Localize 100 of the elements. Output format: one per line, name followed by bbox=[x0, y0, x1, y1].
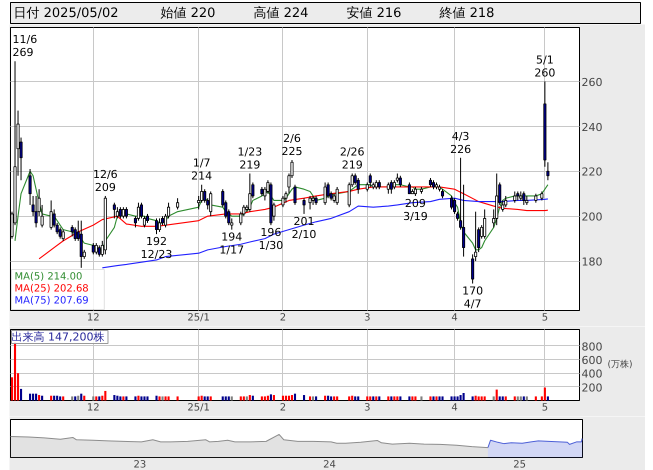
bar bbox=[50, 396, 52, 400]
bar bbox=[534, 396, 537, 400]
bar bbox=[309, 396, 312, 400]
y-tick-label: 200 bbox=[582, 210, 602, 224]
bar bbox=[20, 388, 22, 400]
bar bbox=[498, 396, 501, 400]
bar bbox=[496, 390, 498, 400]
bar bbox=[526, 396, 528, 400]
bar bbox=[210, 396, 212, 400]
bar bbox=[137, 396, 140, 400]
candlestick bbox=[302, 198, 306, 214]
x-tick-label: 3 bbox=[364, 402, 370, 414]
bar bbox=[315, 396, 318, 400]
annotation: 12/6 209 bbox=[92, 168, 118, 194]
bar bbox=[83, 396, 86, 400]
candlestick bbox=[504, 195, 508, 208]
bar bbox=[71, 396, 74, 400]
candlestick bbox=[118, 206, 122, 219]
bar bbox=[450, 396, 453, 400]
candlestick bbox=[98, 244, 101, 258]
bar bbox=[372, 396, 374, 400]
y-axis-title: (万株) bbox=[607, 359, 633, 370]
bar bbox=[336, 396, 338, 400]
y-tick-label: 220 bbox=[582, 166, 602, 179]
candlestick bbox=[112, 202, 116, 219]
y-tick-label: 180 bbox=[582, 256, 602, 269]
bar bbox=[480, 396, 483, 400]
candlestick bbox=[176, 198, 180, 210]
text: MA(75) 207.69 bbox=[14, 296, 89, 306]
candlestick bbox=[158, 218, 162, 232]
x-tick-label: 5 bbox=[542, 402, 548, 414]
bar bbox=[312, 396, 314, 400]
candlestick bbox=[154, 218, 158, 235]
bar bbox=[348, 396, 350, 400]
bar bbox=[462, 392, 465, 400]
candlestick bbox=[92, 242, 95, 255]
bar bbox=[472, 396, 474, 400]
annotation: 194 1/17 bbox=[219, 230, 244, 257]
annotation: 196 1/30 bbox=[258, 226, 284, 252]
bar bbox=[492, 396, 495, 400]
candlestick bbox=[386, 182, 390, 194]
bar bbox=[369, 396, 372, 400]
bar bbox=[522, 396, 525, 400]
bar bbox=[246, 396, 248, 400]
candlestick bbox=[546, 162, 550, 181]
candlestick bbox=[356, 177, 360, 194]
annotation: 1/23 219 bbox=[237, 145, 262, 172]
bar bbox=[158, 396, 161, 400]
bar bbox=[252, 396, 254, 400]
bar bbox=[288, 396, 290, 400]
y-tick-label: 800 bbox=[582, 340, 602, 354]
bar bbox=[95, 396, 98, 400]
candlestick bbox=[495, 172, 498, 226]
annotation: 2/26 219 bbox=[340, 145, 365, 172]
x-tick-label: 2 bbox=[280, 312, 286, 324]
candlestick bbox=[368, 172, 372, 188]
text: 日付 2025/05/02 bbox=[14, 6, 119, 21]
bar bbox=[502, 396, 504, 400]
x-tick-label: 5 bbox=[542, 312, 548, 324]
bar bbox=[327, 396, 330, 400]
candlestick bbox=[408, 182, 411, 194]
bar bbox=[92, 396, 94, 400]
bar bbox=[408, 396, 410, 400]
text: 始値 220 bbox=[160, 6, 216, 21]
bar bbox=[516, 396, 519, 400]
bar bbox=[411, 396, 414, 400]
candlestick bbox=[248, 172, 252, 212]
chart-title: 出来高 147,200株 bbox=[12, 330, 104, 344]
text: MA(5) 214.00 bbox=[14, 272, 82, 282]
bar bbox=[29, 394, 32, 400]
bar bbox=[53, 396, 56, 400]
bar bbox=[294, 394, 296, 400]
bar bbox=[116, 396, 118, 400]
annotation: 2/6 225 bbox=[281, 132, 302, 158]
candlestick bbox=[483, 208, 486, 240]
bar bbox=[351, 396, 354, 400]
candlestick bbox=[58, 226, 62, 240]
bar bbox=[432, 396, 435, 400]
bar bbox=[242, 396, 245, 400]
bar bbox=[125, 396, 128, 400]
bar bbox=[206, 396, 209, 400]
bar bbox=[228, 396, 230, 400]
bar bbox=[35, 394, 38, 400]
bar bbox=[378, 396, 380, 400]
x-tick-label: 3 bbox=[364, 312, 370, 324]
bar bbox=[441, 396, 444, 400]
bar bbox=[264, 396, 266, 400]
bar bbox=[146, 396, 149, 400]
bar bbox=[284, 396, 288, 400]
candlestick bbox=[398, 175, 402, 188]
bar bbox=[260, 396, 263, 400]
bar bbox=[122, 396, 124, 400]
bar bbox=[357, 396, 360, 400]
candlestick bbox=[70, 224, 74, 237]
line-series bbox=[102, 198, 548, 268]
text: MA(25) 202.68 bbox=[14, 284, 89, 294]
bar bbox=[478, 396, 480, 400]
bar bbox=[366, 396, 368, 400]
bar bbox=[32, 394, 34, 400]
bar bbox=[420, 396, 422, 400]
